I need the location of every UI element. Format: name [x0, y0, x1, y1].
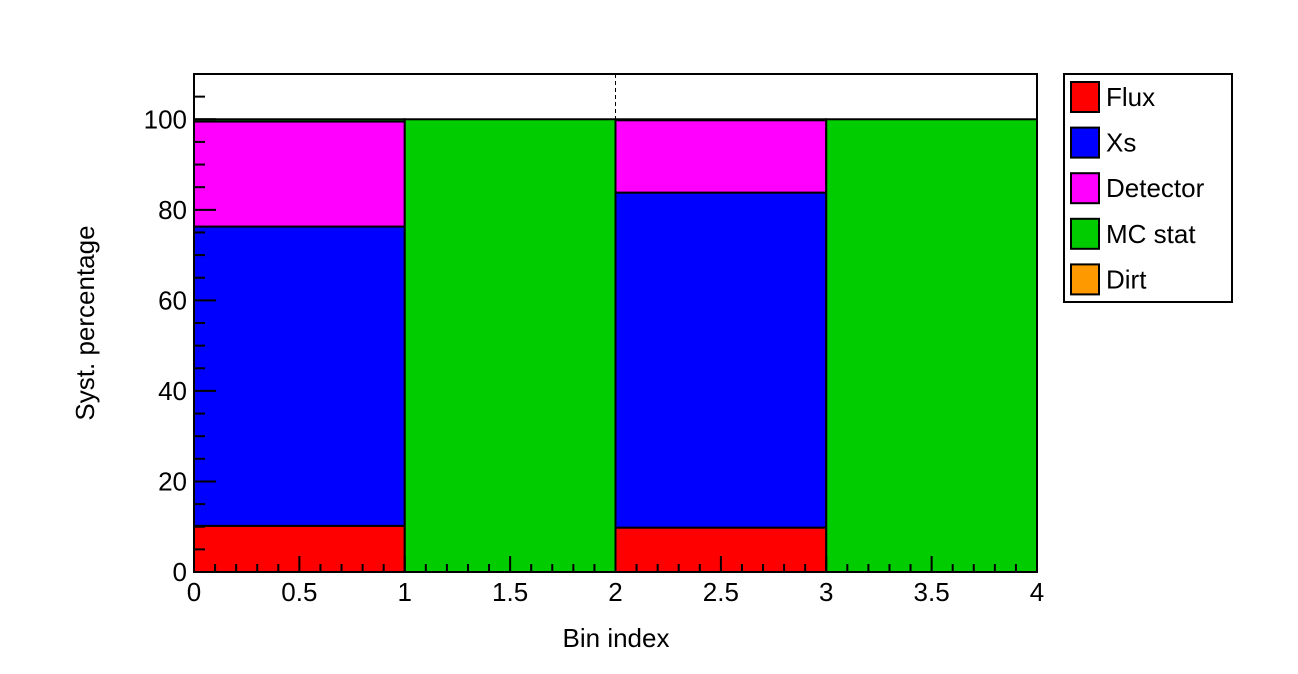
bars-layer [193, 118, 1038, 574]
x-tick-label: 2 [608, 577, 622, 607]
y-tick-label: 80 [158, 195, 187, 225]
legend-swatch-flux [1070, 81, 1100, 113]
x-tick-label: 1.5 [492, 577, 528, 607]
x-tick-label: 2.5 [703, 577, 739, 607]
bar-detector-bin-2 [614, 119, 828, 194]
legend-label-flux: Flux [1106, 82, 1155, 112]
x-axis-label: Bin index [563, 623, 670, 653]
x-tick-label: 3.5 [914, 577, 950, 607]
bar-mc-stat-bin-1 [403, 118, 617, 573]
y-tick-label: 60 [158, 285, 187, 315]
y-tick-label: 40 [158, 376, 187, 406]
bar-mc-stat-bin-2 [614, 118, 828, 122]
y-tick-label: 100 [144, 104, 187, 134]
legend-label-mc-stat: MC stat [1106, 219, 1196, 249]
bar-detector-bin-0 [193, 120, 406, 228]
x-tick-label: 0 [187, 577, 201, 607]
bar-mc-stat-bin-3 [825, 118, 1038, 573]
legend-swatch-mc-stat [1070, 217, 1100, 250]
y-tick-label: 0 [173, 557, 187, 587]
x-tick-label: 4 [1030, 577, 1044, 607]
x-tick-label: 3 [819, 577, 833, 607]
bar-xs-bin-0 [193, 225, 406, 527]
legend-swatch-dirt [1070, 263, 1100, 296]
legend-swatch-xs [1070, 126, 1100, 159]
bar-mc-stat-bin-0 [193, 118, 406, 123]
y-axis-label: Syst. percentage [70, 225, 100, 420]
x-tick-label: 1 [398, 577, 412, 607]
x-tick-label: 0.5 [281, 577, 317, 607]
legend: Flux Xs Detector MC stat Dirt [1063, 73, 1233, 303]
y-tick-label: 20 [158, 466, 187, 496]
legend-label-detector: Detector [1106, 173, 1205, 203]
axis-ticks [193, 73, 1038, 573]
legend-label-xs: Xs [1106, 128, 1136, 158]
legend-swatch-detector [1070, 172, 1100, 205]
bar-xs-bin-2 [614, 191, 828, 529]
legend-label-dirt: Dirt [1106, 264, 1147, 294]
